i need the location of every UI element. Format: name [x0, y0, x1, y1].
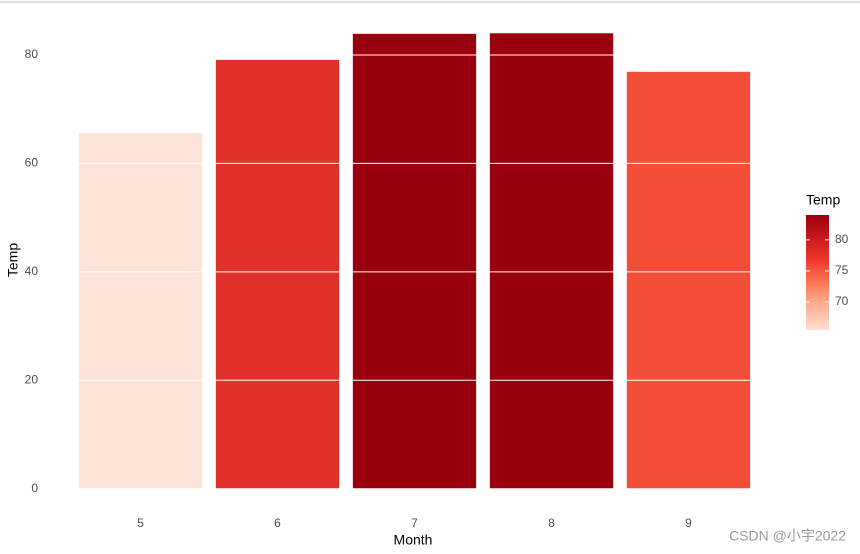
x-tick-label: 7	[411, 516, 418, 530]
x-tick-label: 6	[274, 516, 281, 530]
x-axis-title: Month	[394, 532, 433, 548]
colorbar	[806, 215, 829, 330]
y-tick-label: 80	[25, 47, 39, 61]
x-tick-label: 8	[548, 516, 555, 530]
legend-title: Temp	[806, 192, 840, 208]
bar	[78, 133, 203, 489]
y-tick-label: 40	[25, 264, 39, 278]
x-tick-label: 9	[685, 516, 692, 530]
bar	[352, 33, 477, 489]
y-tick-label: 20	[25, 372, 39, 386]
bar	[489, 33, 614, 489]
legend-tick-label: 75	[835, 263, 849, 277]
bar	[215, 59, 340, 489]
y-tick-label: 0	[31, 481, 38, 495]
watermark: CSDN @小宇2022	[729, 528, 846, 544]
y-axis-title: Temp	[5, 243, 21, 277]
y-tick-label: 60	[25, 156, 39, 170]
bar	[626, 71, 751, 489]
legend-tick-label: 70	[835, 294, 849, 308]
legend-tick-label: 80	[835, 232, 849, 246]
x-tick-label: 5	[137, 516, 144, 530]
